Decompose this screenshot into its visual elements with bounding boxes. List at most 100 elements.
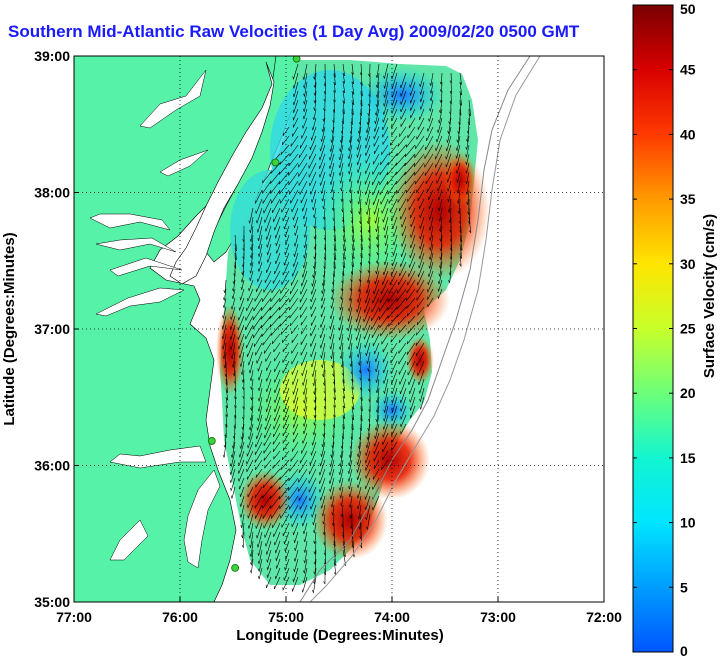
velocity-arrowhead	[303, 423, 305, 427]
velocity-arrowhead	[439, 238, 442, 242]
velocity-arrow	[400, 423, 407, 435]
velocity-arrow	[380, 279, 389, 295]
velocity-arrowhead	[357, 354, 359, 358]
velocity-arrowhead	[292, 416, 295, 421]
velocity-arrow	[281, 513, 290, 528]
velocity-arrowhead	[284, 556, 287, 560]
velocity-arrow	[357, 450, 362, 465]
velocity-arrow	[260, 306, 272, 320]
velocity-arrow	[313, 423, 317, 436]
velocity-arrow	[390, 360, 398, 374]
colorbar-tick-label: 25	[680, 321, 696, 337]
colorbar-tick-label: 30	[680, 256, 696, 272]
velocity-arrowhead	[409, 84, 411, 88]
velocity-arrow	[314, 540, 317, 555]
velocity-arrow	[313, 108, 317, 120]
velocity-arrow	[381, 459, 389, 470]
velocity-arrow	[459, 90, 462, 106]
velocity-arrow	[395, 153, 407, 166]
velocity-arrowhead	[272, 465, 274, 469]
velocity-arrowhead	[468, 230, 472, 233]
velocity-arrowhead	[341, 372, 344, 376]
velocity-arrow	[279, 315, 290, 327]
velocity-arrowhead	[356, 495, 359, 499]
velocity-arrow	[303, 423, 308, 434]
velocity-arrowhead	[329, 181, 332, 185]
velocity-arrow	[439, 207, 443, 222]
velocity-arrow	[248, 351, 254, 366]
velocity-arrow	[351, 63, 354, 75]
velocity-arrow	[304, 396, 308, 412]
velocity-arrow	[391, 108, 398, 122]
x-tick-label: 75:00	[268, 609, 304, 625]
velocity-arrow	[264, 342, 272, 354]
velocity-arrow	[314, 90, 317, 104]
velocity-arrow	[302, 117, 308, 129]
velocity-arrowhead	[409, 407, 411, 411]
velocity-arrowhead	[311, 199, 313, 203]
velocity-arrow	[257, 360, 263, 372]
velocity-arrow	[304, 81, 308, 97]
velocity-arrow	[263, 450, 272, 461]
velocity-arrowhead	[338, 337, 340, 341]
velocity-arrow	[383, 360, 389, 374]
velocity-arrow	[313, 513, 317, 526]
velocity-arrow	[384, 72, 389, 89]
velocity-arrow	[251, 549, 254, 566]
station-markers	[207, 56, 301, 572]
velocity-arrowhead	[339, 180, 342, 184]
velocity-arrow	[417, 360, 425, 376]
velocity-arrow	[273, 522, 281, 537]
velocity-arrowhead	[270, 170, 272, 174]
velocity-arrow	[292, 261, 299, 277]
velocity-arrow	[332, 279, 335, 293]
velocity-arrow	[293, 405, 299, 421]
velocity-arrowhead	[329, 336, 331, 340]
velocity-arrowhead	[320, 298, 323, 302]
velocity-arrow	[271, 468, 281, 479]
velocity-arrow	[247, 342, 254, 357]
velocity-arrow	[242, 369, 245, 383]
velocity-arrow	[258, 234, 263, 250]
velocity-arrow	[249, 522, 254, 539]
velocity-arrow	[241, 423, 245, 440]
velocity-arrowhead	[303, 223, 306, 227]
velocity-arrow	[408, 198, 416, 211]
velocity-arrow	[383, 99, 389, 115]
velocity-arrowhead	[310, 364, 313, 368]
velocity-arrow	[299, 288, 308, 303]
velocity-arrow	[321, 288, 326, 302]
velocity-arrow	[456, 162, 461, 174]
velocity-arrow	[298, 477, 308, 492]
velocity-arrowhead	[341, 524, 344, 528]
velocity-arrow	[363, 306, 371, 322]
velocity-arrow	[447, 126, 452, 143]
velocity-arrow	[293, 207, 299, 221]
velocity-arrow	[342, 378, 345, 391]
velocity-arrow	[407, 126, 416, 139]
velocity-arrow	[247, 432, 254, 449]
velocity-arrow	[314, 396, 317, 411]
velocity-arrowhead	[257, 237, 259, 241]
velocity-arrow	[319, 468, 326, 484]
velocity-arrow	[282, 360, 290, 374]
velocity-arrowhead	[230, 463, 232, 467]
velocity-arrow	[284, 225, 290, 237]
x-axis-label: Longitude (Degrees:Minutes)	[236, 627, 444, 644]
velocity-arrow	[348, 324, 353, 341]
velocity-arrow	[360, 63, 363, 76]
velocity-arrow	[314, 549, 317, 565]
velocity-arrowhead	[349, 287, 352, 291]
velocity-arrow	[240, 288, 245, 301]
velocity-arrowhead	[456, 139, 459, 143]
velocity-arrow	[408, 369, 416, 385]
velocity-arrowhead	[320, 505, 322, 509]
velocity-arrowhead	[329, 148, 332, 152]
velocity-arrow	[312, 360, 317, 377]
velocity-arrowhead	[457, 131, 460, 135]
isobath-1000m	[309, 56, 541, 602]
velocity-arrow	[351, 252, 354, 267]
velocity-arrow	[364, 333, 371, 348]
velocity-arrow	[310, 495, 317, 510]
velocity-arrow	[387, 171, 398, 185]
